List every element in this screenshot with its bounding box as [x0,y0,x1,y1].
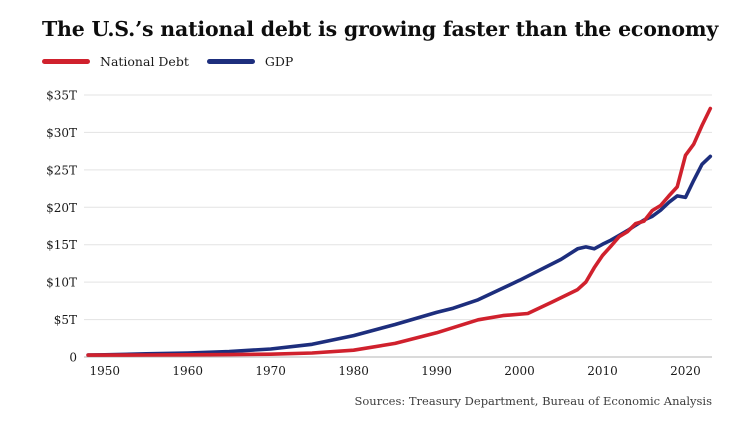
x-tick-label: 2020 [670,364,701,378]
x-tick-label: 1980 [338,364,369,378]
legend-item-gdp: GDP [206,53,294,69]
y-tick-label: $35T [46,89,77,103]
legend-label-gdp: GDP [264,53,294,69]
legend-label-national-debt: National Debt [100,53,189,69]
y-tick-label: $25T [46,163,77,177]
y-tick-label: 0 [69,351,77,365]
x-tick-label: 1970 [255,364,286,378]
national-debt-line-swatch [42,58,90,64]
x-tick-label: 2000 [504,364,535,378]
y-tick-label: $5T [54,313,77,327]
chart-title: The U.S.’s national debt is growing fast… [42,17,719,41]
series-line-gdp [86,154,713,357]
y-tick-label: $15T [46,238,77,252]
x-tick-label: 1950 [89,364,120,378]
series-line-national-debt [86,106,713,357]
gdp-line-swatch [206,58,255,64]
legend: National Debt GDP [42,53,311,69]
y-tick-label: $20T [46,201,77,215]
legend-item-national-debt: National Debt [42,54,189,69]
x-tick-label: 1990 [421,364,452,378]
source-note: Sources: Treasury Department, Bureau of … [354,394,713,408]
x-tick-label: 1960 [172,364,203,378]
y-tick-label: $30T [46,126,77,140]
x-tick-label: 2010 [587,364,618,378]
y-tick-label: $10T [46,276,77,290]
